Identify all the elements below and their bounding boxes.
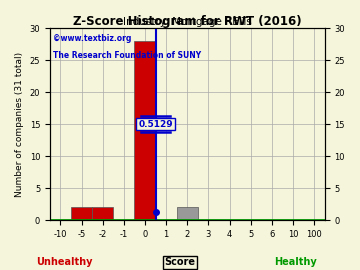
Title: Z-Score Histogram for RWT (2016): Z-Score Histogram for RWT (2016) [73, 15, 302, 28]
Y-axis label: Number of companies (31 total): Number of companies (31 total) [15, 52, 24, 197]
Text: Unhealthy: Unhealthy [36, 257, 93, 267]
Text: Score: Score [165, 257, 195, 267]
Bar [177, 207, 198, 220]
Bar [71, 207, 92, 220]
Text: Industry: Mortgage REITs: Industry: Mortgage REITs [123, 17, 252, 27]
Text: ©www.textbiz.org: ©www.textbiz.org [53, 34, 131, 43]
Text: Healthy: Healthy [274, 257, 317, 267]
Text: 0.5129: 0.5129 [138, 120, 173, 129]
Bar [92, 207, 113, 220]
Bar [134, 41, 156, 220]
Text: The Research Foundation of SUNY: The Research Foundation of SUNY [53, 51, 201, 60]
